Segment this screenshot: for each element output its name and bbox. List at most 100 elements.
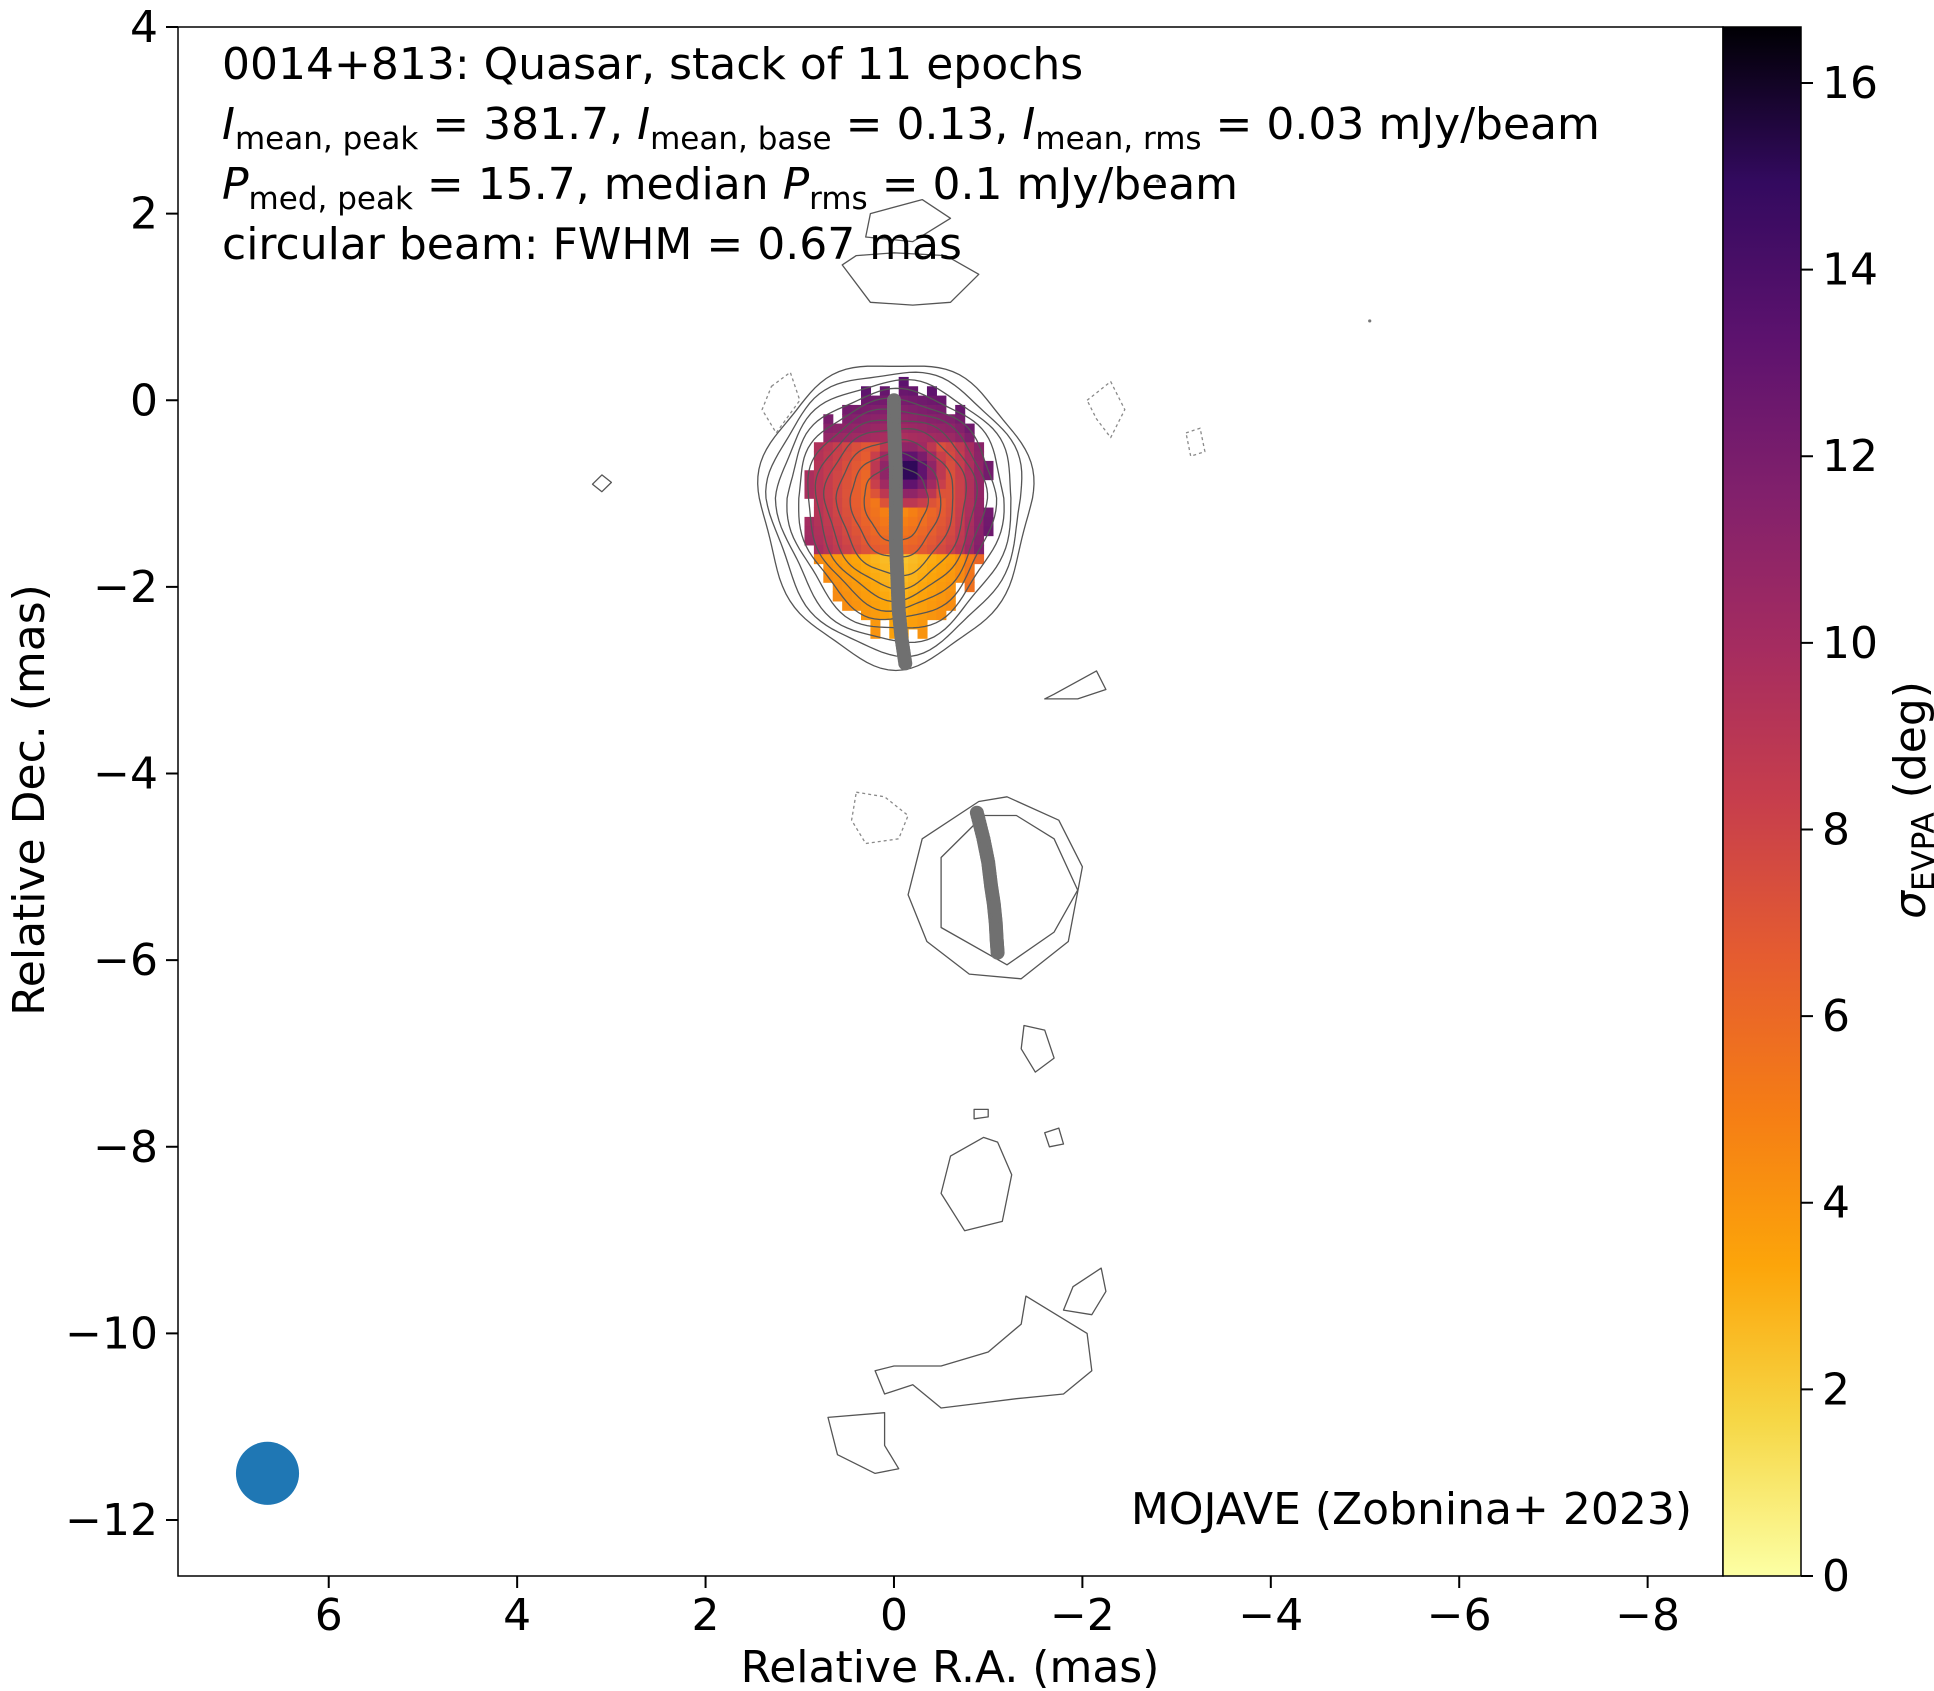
evpa-pixel	[832, 432, 843, 443]
contour-island	[940, 1136, 1013, 1232]
evpa-pixel	[955, 544, 966, 555]
evpa-pixel	[917, 498, 928, 509]
evpa-pixel	[926, 488, 937, 499]
evpa-pixel	[974, 451, 985, 462]
evpa-pixel	[936, 582, 947, 593]
evpa-pixel	[861, 460, 872, 471]
evpa-pixel	[879, 572, 890, 583]
evpa-pixel	[879, 488, 890, 499]
evpa-pixel	[917, 628, 928, 639]
evpa-pixel	[936, 563, 947, 574]
y-tick-label: −10	[65, 1308, 158, 1359]
evpa-pixel	[898, 535, 909, 546]
core-contour	[757, 365, 1035, 672]
evpa-pixel	[955, 423, 966, 434]
colorbar-label: σEVPA (deg)	[1885, 681, 1934, 919]
evpa-pixel	[983, 526, 994, 537]
evpa-pixel	[955, 414, 966, 425]
evpa-pixel	[908, 563, 919, 574]
evpa-pixel	[851, 479, 862, 490]
evpa-pixel	[908, 432, 919, 443]
y-tick-label: −8	[93, 1122, 158, 1173]
evpa-pixel	[832, 460, 843, 471]
evpa-pixel	[804, 535, 815, 546]
evpa-pixel	[842, 460, 853, 471]
evpa-pixel	[870, 451, 881, 462]
evpa-pixel	[917, 395, 928, 406]
evpa-pixel	[964, 498, 975, 509]
evpa-pixel	[936, 423, 947, 434]
evpa-pixel	[804, 516, 815, 527]
evpa-pixel	[917, 423, 928, 434]
evpa-pixel	[804, 526, 815, 537]
evpa-pixel	[851, 526, 862, 537]
evpa-pixel	[870, 516, 881, 527]
evpa-pixel	[898, 451, 909, 462]
evpa-pixel	[861, 600, 872, 611]
evpa-pixel	[842, 423, 853, 434]
evpa-pixel	[936, 554, 947, 565]
evpa-pixel	[861, 526, 872, 537]
evpa-pixel	[879, 591, 890, 602]
evpa-pixel	[823, 535, 834, 546]
evpa-pixel	[879, 600, 890, 611]
evpa-pixel	[823, 563, 834, 574]
evpa-pixel	[945, 460, 956, 471]
evpa-pixel	[898, 516, 909, 527]
evpa-pixel	[813, 554, 824, 565]
y-axis-label: Relative Dec. (mas)	[4, 584, 55, 1016]
evpa-pixel	[861, 563, 872, 574]
evpa-pixel	[870, 507, 881, 518]
evpa-pixel	[851, 488, 862, 499]
evpa-pixel	[983, 507, 994, 518]
evpa-pixel	[842, 600, 853, 611]
evpa-pixel	[861, 544, 872, 555]
x-axis: 6 4 2 0 −2 −4 −6 −8	[315, 1576, 1680, 1641]
evpa-pixel	[870, 591, 881, 602]
evpa-pixel	[861, 572, 872, 583]
evpa-pixel	[964, 451, 975, 462]
evpa-pixel	[823, 488, 834, 499]
colorbar-label-sub: EVPA	[1906, 812, 1934, 891]
evpa-pixel	[842, 451, 853, 462]
evpa-pixel	[945, 582, 956, 593]
evpa-pixel	[804, 488, 815, 499]
evpa-pixel	[945, 414, 956, 425]
evpa-pixel	[832, 507, 843, 518]
contour-island	[1185, 427, 1206, 457]
evpa-pixel	[870, 600, 881, 611]
evpa-pixel	[974, 516, 985, 527]
evpa-pixel	[851, 423, 862, 434]
contour-dot	[1156, 179, 1160, 183]
evpa-pixel	[945, 488, 956, 499]
evpa-pixel	[945, 479, 956, 490]
evpa-pixel	[832, 479, 843, 490]
evpa-pixel	[964, 442, 975, 453]
evpa-pixel	[898, 414, 909, 425]
evpa-pixel	[945, 423, 956, 434]
evpa-pixel	[861, 591, 872, 602]
evpa-pixel	[908, 535, 919, 546]
evpa-pixel	[842, 432, 853, 443]
evpa-pixel	[926, 479, 937, 490]
evpa-pixel	[936, 479, 947, 490]
evpa-pixel	[955, 554, 966, 565]
evpa-pixel	[842, 572, 853, 583]
evpa-pixel	[917, 572, 928, 583]
evpa-pixel	[813, 479, 824, 490]
evpa-pixel	[861, 386, 872, 397]
evpa-pixel	[813, 498, 824, 509]
evpa-pixel	[898, 479, 909, 490]
evpa-pixel	[964, 479, 975, 490]
evpa-pixel	[879, 582, 890, 593]
evpa-pixel	[917, 507, 928, 518]
evpa-pixel	[926, 470, 937, 481]
contour-island	[940, 814, 1079, 966]
evpa-pixel	[832, 498, 843, 509]
evpa-pixel	[842, 554, 853, 565]
ridgelines	[886, 393, 1005, 960]
evpa-pixel	[945, 432, 956, 443]
evpa-pixel	[926, 544, 937, 555]
evpa-pixel	[955, 479, 966, 490]
evpa-pixel	[898, 460, 909, 471]
